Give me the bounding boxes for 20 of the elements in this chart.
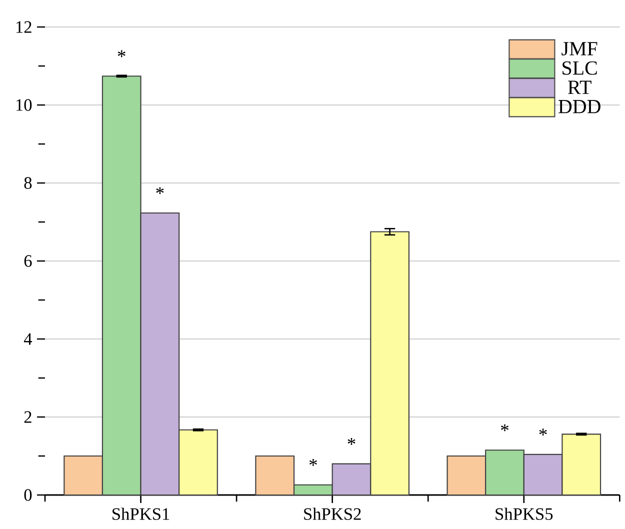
legend-label: RT (568, 80, 592, 94)
annotation: * (118, 50, 126, 58)
annotation: * (539, 428, 547, 436)
y-tick-label: 8 (24, 177, 32, 189)
legend-label: DDD (558, 100, 600, 114)
legend-label: JMF (562, 42, 598, 56)
y-tick-label: 0 (24, 489, 32, 501)
y-tick-label: 6 (24, 255, 32, 267)
x-tick-label: ShPKS2 (304, 508, 361, 520)
annotation: * (156, 187, 164, 194)
x-tick-label: ShPKS5 (496, 508, 553, 520)
y-tick-label: 4 (24, 333, 32, 345)
legend-label: SLC (562, 61, 597, 75)
y-tick-label: 10 (16, 99, 32, 111)
annotation: * (348, 438, 356, 445)
annotation: * (309, 459, 317, 466)
annotation: * (500, 424, 509, 432)
x-tick-label: ShPKS1 (112, 508, 170, 520)
y-tick-label: 2 (24, 411, 32, 423)
y-tick-label: 12 (16, 21, 32, 33)
